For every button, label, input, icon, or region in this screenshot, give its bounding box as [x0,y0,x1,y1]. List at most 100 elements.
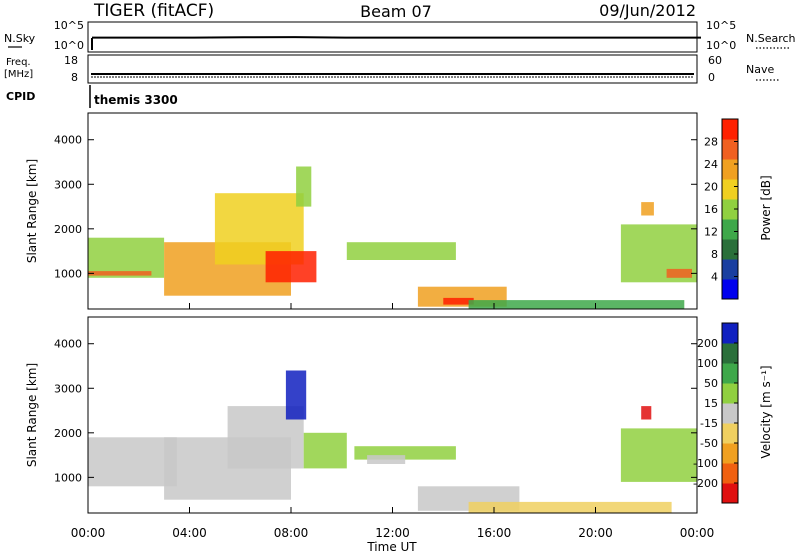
velocity-ytick-label-0: 4000 [54,338,82,351]
x-tick-label-3: 12:00 [375,526,410,540]
x-tick-label-2: 08:00 [274,526,309,540]
panel-power-ylabel: Slant Range [km] [25,159,39,263]
power-colorbar-label-3: 16 [704,203,718,216]
velocity-region-9 [620,428,697,482]
velocity-colorbar-swatch-5 [722,383,738,404]
power-colorbar-label-4: 12 [704,226,718,239]
velocity-region-4 [303,432,347,469]
strip-freq-frame [87,54,698,84]
velocity-region-6 [367,455,406,464]
strip-freq-tick-bottom: 8 [71,71,78,84]
velocity-colorbar-label-6: -100 [693,457,718,470]
strip-nsky-right-label: N.Search [746,32,796,45]
strip-cpid: CPID themis 3300 [6,85,178,108]
velocity-colorbar-swatch-2 [722,443,738,464]
power-colorbar-swatch-2 [722,239,738,260]
power-colorbar-label-2: 20 [704,181,718,194]
power-colorbar-label-1: 24 [704,158,718,171]
velocity-colorbar-label-3: 15 [704,397,718,410]
panel-power: 4000 3000 2000 1000 Slant Range [km] 28 24 20… [25,112,773,310]
velocity-ytick-label-1: 3000 [54,382,82,395]
strip-nave-label: Nave [746,63,774,76]
power-colorbar-swatch-3 [722,219,738,240]
cpid-text: themis 3300 [94,93,178,107]
x-tick-label-1: 04:00 [172,526,207,540]
velocity-colorbar-label-5: -50 [700,437,718,450]
power-colorbar-swatch-0 [722,279,738,300]
power-region-8 [443,297,474,305]
strip-nsky-line [92,36,701,39]
cpid-label: CPID [6,90,35,103]
velocity-colorbar-label-1: 100 [697,357,718,370]
velocity-colorbar-label-0: 200 [697,337,718,350]
strip-nave-tick-bottom: 0 [708,71,715,84]
velocity-colorbar-label-4: -15 [700,417,718,430]
strip-freq-tick-top: 18 [64,54,78,67]
velocity-colorbar-swatch-3 [722,423,738,444]
velocity-colorbar-frame [721,322,739,504]
strip-freq-label-2: [MHz] [4,69,33,80]
power-region-4 [265,251,317,283]
power-ytick-label-3: 1000 [54,267,82,280]
velocity-region-3 [285,370,307,420]
strip-nsky: N.Sky 10^5 10^0 N.Search 10^5 10^0 [4,19,796,53]
power-region-12 [641,202,654,216]
panel-velocity-yticks: 4000 3000 2000 1000 [54,338,697,484]
strip-nsky-left-tick-bottom: 10^0 [54,39,84,52]
header-title-center: Beam 07 [360,2,432,21]
power-colorbar-label-0: 28 [704,136,718,149]
x-axis: 00:00 04:00 08:00 12:00 16:00 20:00 00:00 [71,303,715,540]
power-region-1 [88,271,152,276]
velocity-colorbar-label-2: 50 [704,377,718,390]
strip-freq-label-1: Freq. [6,57,31,68]
velocity-colorbar-label: Velocity [m s⁻¹] [759,365,773,458]
strip-nsky-right-tick-top: 10^5 [706,19,736,32]
power-region-5 [296,166,312,207]
power-colorbar-swatch-5 [722,179,738,200]
velocity-region-8 [468,501,672,513]
panel-velocity: 4000 3000 2000 1000 Slant Range [km] 200 100… [25,316,773,514]
x-tick-label-6: 00:00 [680,526,715,540]
velocity-colorbar-swatch-0 [722,483,738,504]
x-tick-label-5: 20:00 [578,526,613,540]
power-colorbar-swatch-8 [722,119,738,140]
panel-power-yticks: 4000 3000 2000 1000 [54,134,697,280]
power-colorbar-swatch-7 [722,139,738,160]
strip-freq: Freq. [MHz] 18 8 Nave 60 0 [4,54,780,84]
strip-nsky-left-tick-top: 10^5 [54,19,84,32]
velocity-heatmap [88,370,697,513]
power-colorbar-label: Power [dB] [759,175,773,240]
power-colorbar-label-5: 8 [711,248,718,261]
strip-nsky-right-tick-bottom: 10^0 [706,39,736,52]
power-colorbar-swatch-6 [722,159,738,180]
velocity-colorbar-swatch-7 [722,343,738,364]
velocity-colorbar-swatch-4 [722,403,738,424]
header-date: 09/Jun/2012 [599,1,696,20]
power-ytick-label-0: 4000 [54,134,82,147]
power-ytick-label-1: 3000 [54,178,82,191]
power-region-9 [468,300,685,309]
strip-nave-tick-top: 60 [708,54,722,67]
velocity-colorbar-swatch-8 [722,323,738,344]
power-colorbar-label-6: 4 [711,271,718,284]
velocity-colorbar-swatch-1 [722,463,738,484]
velocity-colorbar-label-7: -200 [693,477,718,490]
velocity-region-10 [641,406,652,420]
velocity-region-0 [88,437,177,487]
power-colorbar-swatch-4 [722,199,738,220]
power-region-6 [346,242,456,260]
power-ytick-label-2: 2000 [54,223,82,236]
x-axis-label: Time UT [366,540,417,554]
panel-velocity-ylabel: Slant Range [km] [25,363,39,467]
velocity-ytick-label-3: 1000 [54,471,82,484]
velocity-ytick-label-2: 2000 [54,427,82,440]
x-tick-label-0: 00:00 [71,526,106,540]
power-colorbar: 28 24 20 16 12 8 4 [704,118,739,300]
strip-nsky-left-label: N.Sky [4,32,36,45]
velocity-colorbar: 200 100 50 15 -15 -50 -100 -200 [693,322,739,504]
velocity-colorbar-swatch-6 [722,363,738,384]
x-tick-label-4: 16:00 [477,526,512,540]
power-colorbar-swatch-1 [722,259,738,280]
header-title-left: TIGER (fitACF) [93,1,214,21]
